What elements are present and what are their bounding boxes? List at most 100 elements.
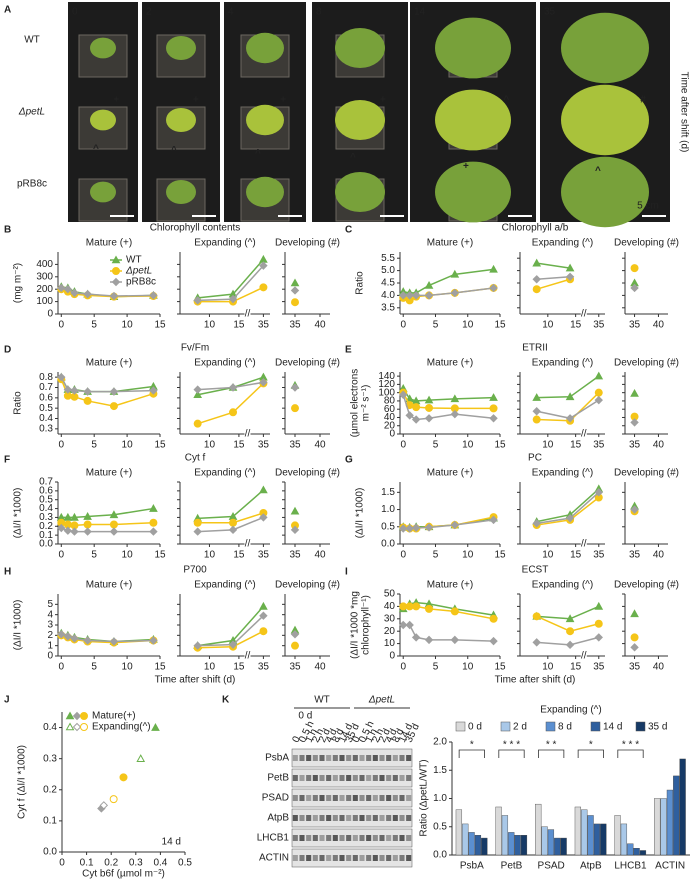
marker <box>565 272 575 282</box>
y-tick-label: 0.5 <box>39 494 53 505</box>
x-tick-label: 10 <box>122 662 134 673</box>
x-tick-label: PSAD <box>538 861 565 872</box>
day-label: 0 <box>72 7 78 18</box>
bar <box>535 803 542 856</box>
y-tick-label: 0.0 <box>381 539 395 550</box>
x-tick-label: 15 <box>570 662 582 673</box>
plant <box>246 104 284 136</box>
leaf-mark: ^ <box>93 144 99 155</box>
blot-band <box>326 815 332 821</box>
marker <box>63 526 73 535</box>
y-tick-label: 0 <box>389 651 395 662</box>
marker <box>630 264 639 273</box>
blot-row-label: PetB <box>267 773 289 784</box>
marker <box>630 388 639 397</box>
y-tick-label: 20 <box>384 420 396 431</box>
panel-title: Developing (#) <box>275 468 340 479</box>
panel-title: Expanding (^) <box>194 580 255 591</box>
blot-band <box>399 755 405 761</box>
marker <box>72 711 82 721</box>
scale-label: 5 cm <box>637 201 659 212</box>
blot-row-label: LHCB1 <box>257 833 290 844</box>
plant <box>166 108 196 132</box>
x-tick-label: 35 <box>289 550 301 561</box>
blot-band <box>346 795 352 801</box>
marker <box>291 298 299 307</box>
blot-band <box>312 835 318 841</box>
leaf-mark: # <box>640 95 646 106</box>
bar <box>514 835 521 856</box>
marker <box>70 386 79 395</box>
blot-band <box>399 815 405 821</box>
y-tick-label: 0.0 <box>43 847 57 858</box>
significance-bracket <box>498 749 525 758</box>
y-tick-label: 0.5 <box>381 521 395 532</box>
span-label: 0 d <box>298 711 312 722</box>
plant <box>90 37 116 59</box>
blot-band <box>359 835 365 841</box>
y-tick-label: 200 <box>36 284 53 295</box>
blot-strip <box>291 788 413 808</box>
x-tick-label: 0.3 <box>129 858 143 869</box>
marker <box>594 601 604 610</box>
marker <box>290 525 300 535</box>
blot-band <box>392 855 398 861</box>
blot-band <box>392 795 398 801</box>
y-tick-label: 0.4 <box>39 413 53 424</box>
panel-label: A <box>4 5 11 16</box>
x-tick-label: 5 <box>433 550 439 561</box>
y-tick-label: 0.4 <box>39 503 53 514</box>
y-tick-label: 30 <box>384 613 396 624</box>
x-tick-label: 15 <box>233 662 245 673</box>
axis-break <box>580 431 587 437</box>
marker <box>111 277 121 287</box>
marker <box>57 523 66 533</box>
marker <box>594 633 603 642</box>
plant <box>166 180 196 204</box>
marker <box>405 602 414 611</box>
marker <box>290 506 300 515</box>
x-tick-label: 10 <box>542 550 554 561</box>
bar <box>462 823 469 856</box>
y-tick-label: 1.0 <box>381 504 395 515</box>
x-tick-label: 0 <box>400 662 406 673</box>
x-tick-label: 5 <box>433 440 439 451</box>
x-tick-label: 0 <box>400 320 406 331</box>
y-tick-label: 0.6 <box>39 485 53 496</box>
x-tick-label: 35 <box>258 550 270 561</box>
plant <box>335 100 385 140</box>
blot-band <box>326 755 332 761</box>
marker <box>83 636 92 645</box>
legend-swatch <box>635 721 646 732</box>
panel-label: F <box>4 455 10 466</box>
marker <box>109 402 118 411</box>
blot-band <box>392 755 398 761</box>
marker <box>229 518 238 527</box>
marker <box>405 291 414 300</box>
legend-swatch <box>590 721 601 732</box>
bar <box>501 815 509 856</box>
marker <box>111 255 121 264</box>
marker <box>83 520 92 529</box>
panel-label: B <box>4 225 11 236</box>
y-tick-label: 10 <box>384 638 396 649</box>
blot-band <box>312 795 318 801</box>
bar <box>547 829 555 856</box>
blot-band <box>292 755 298 761</box>
marker <box>532 258 542 267</box>
marker <box>72 722 82 732</box>
blot-band <box>406 795 412 801</box>
blot-band <box>299 795 305 801</box>
plant <box>166 36 196 60</box>
y-tick-label: 2 <box>47 630 53 641</box>
axis-break <box>580 311 587 317</box>
y-tick-label: 50 <box>384 589 396 600</box>
axis-break-mark: // <box>245 309 251 320</box>
blot-band <box>366 755 372 761</box>
marker <box>411 633 421 642</box>
marker <box>532 519 541 528</box>
marker <box>450 394 460 403</box>
marker <box>193 296 202 305</box>
x-tick-label: 10 <box>204 440 216 451</box>
legend-label: 35 d <box>648 722 667 733</box>
